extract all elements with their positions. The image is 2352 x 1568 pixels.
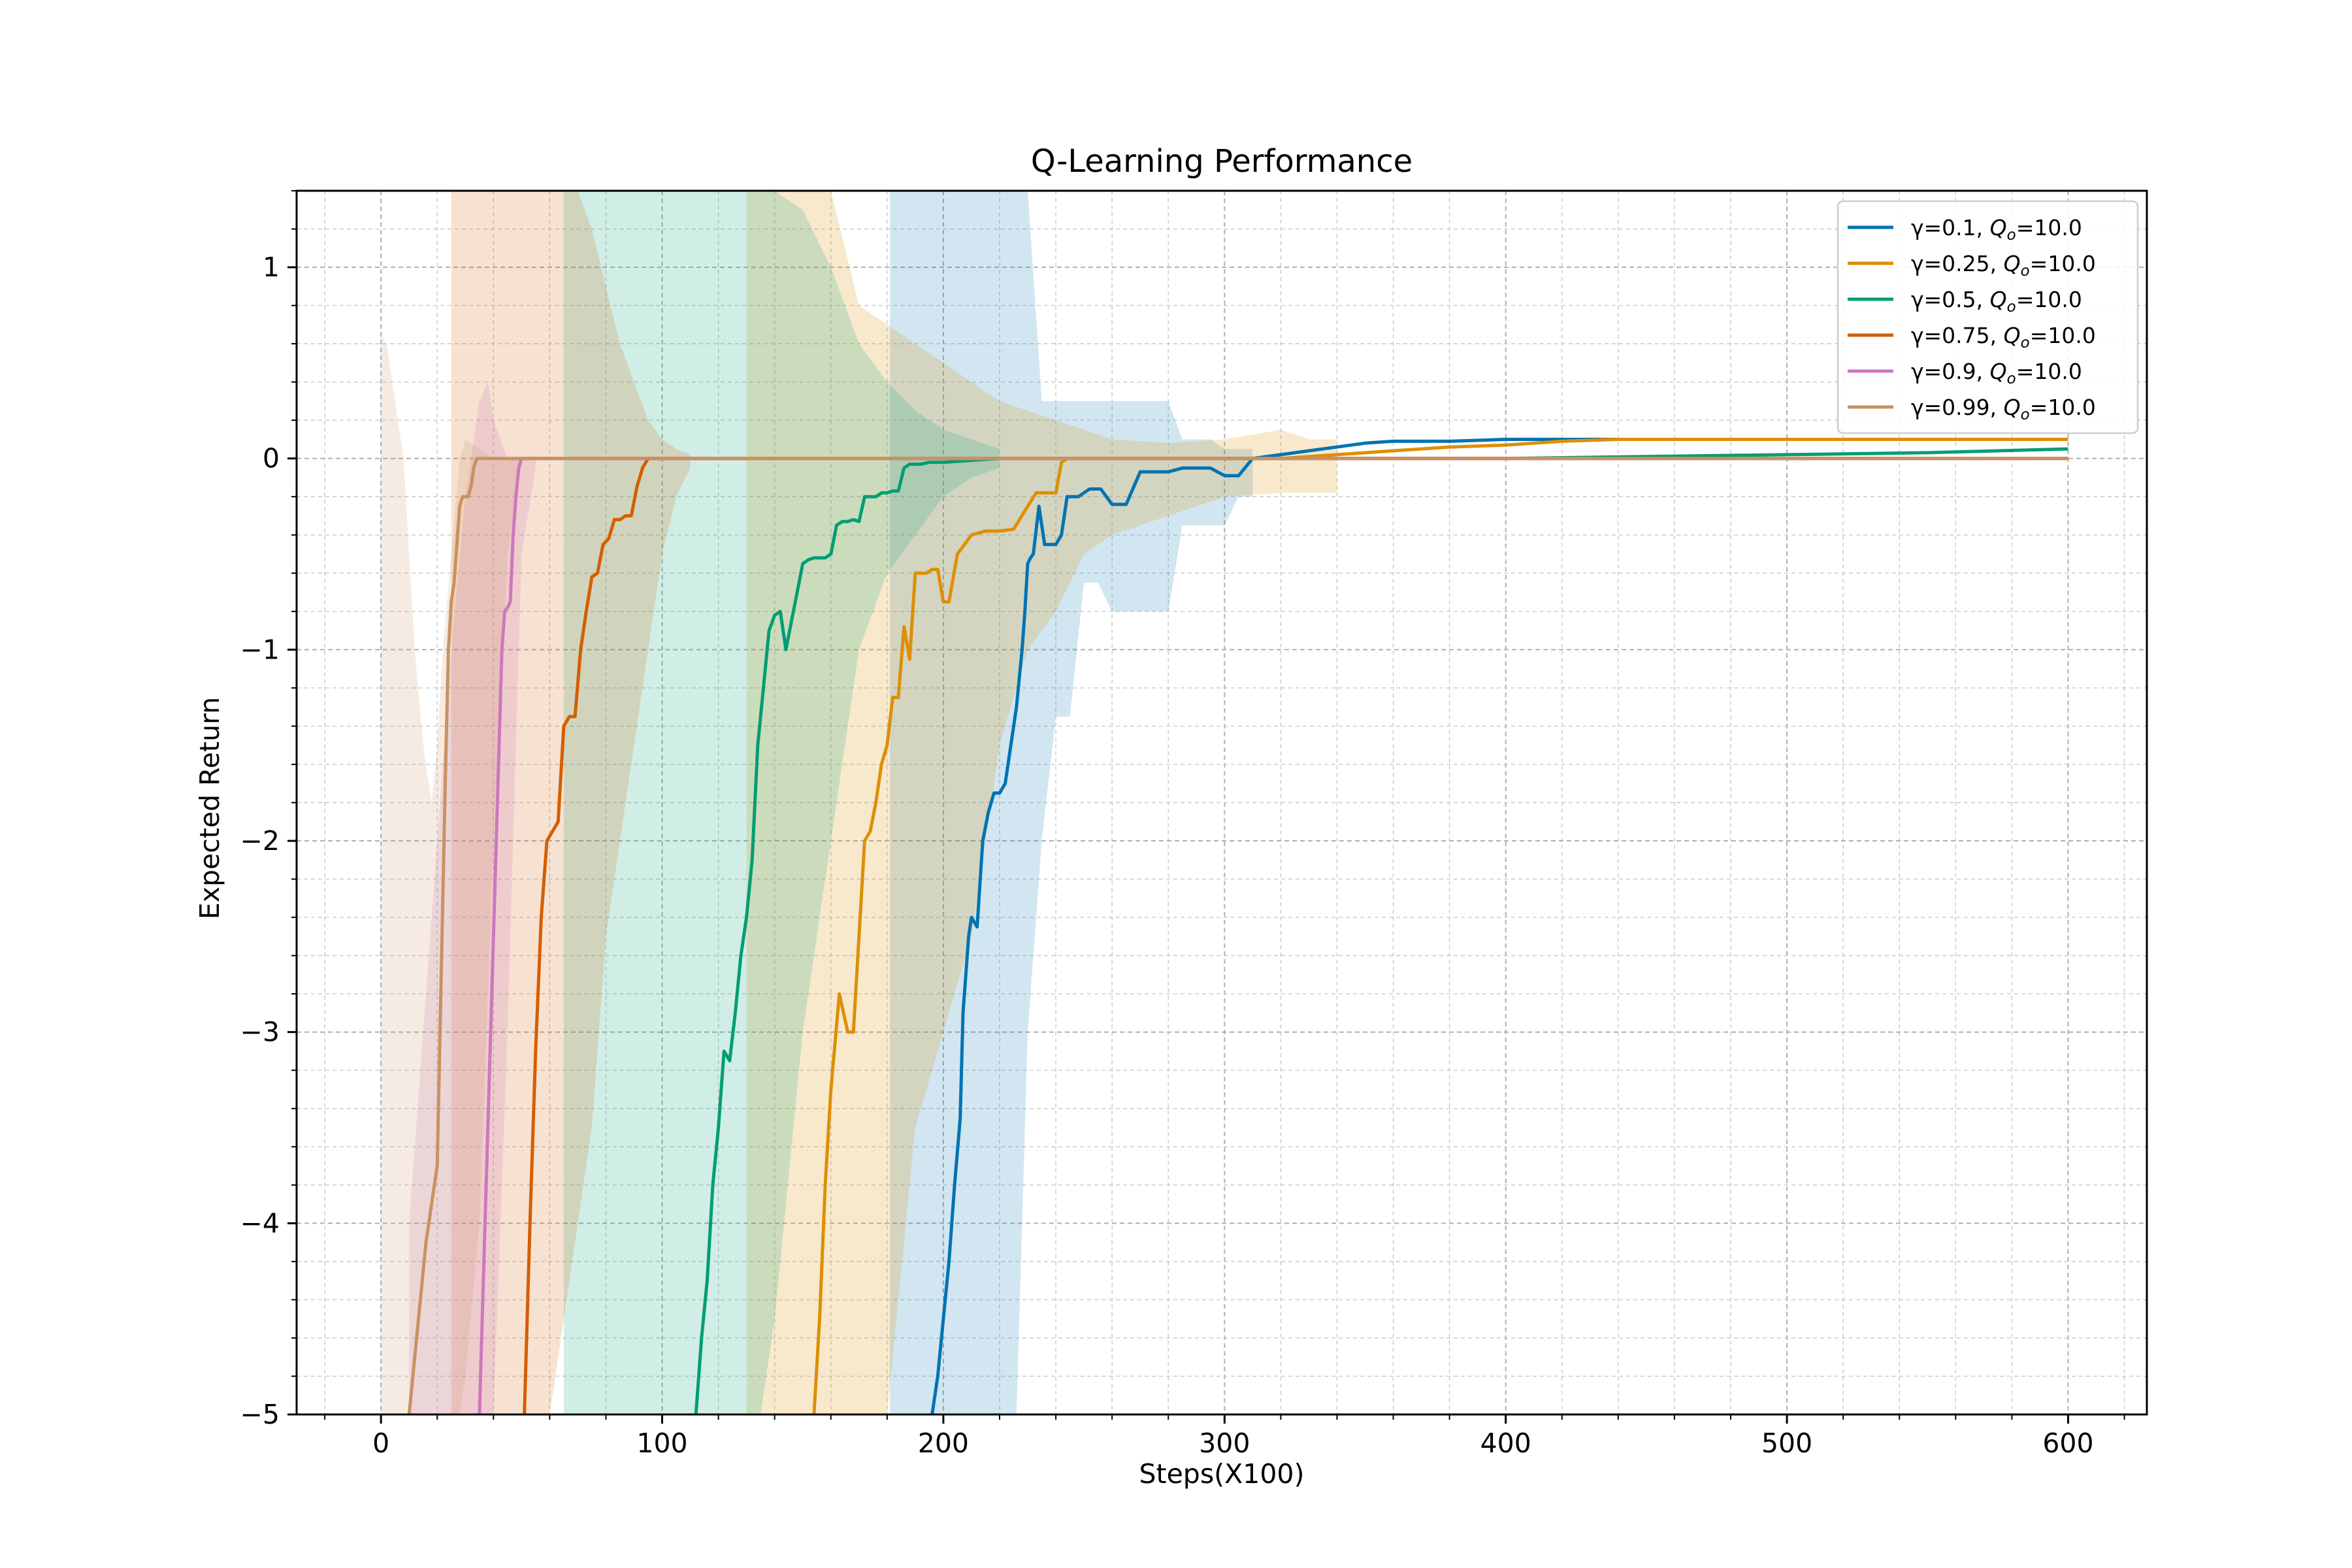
legend-label-gamma: γ=0.9, [1911, 359, 1990, 384]
legend-label-value: =10.0 [2016, 359, 2082, 384]
x-tick-label: 400 [1480, 1428, 1531, 1459]
legend-label-value: =10.0 [2030, 395, 2096, 420]
x-tick-label: 600 [2042, 1428, 2093, 1459]
legend-label-value: =10.0 [2016, 215, 2082, 240]
axis-ticks: 0 100 200 300 400 500 600 −5 −4 −3 −2 −1 0 1 [240, 190, 2125, 1459]
legend-label-subscript: o [2021, 335, 2030, 351]
confidence-band [563, 191, 1000, 1414]
legend-entry: γ=0.25, Qo=10.0 [1911, 251, 2096, 280]
legend-entry: γ=0.1, Qo=10.0 [1911, 215, 2082, 244]
legend-label-q: Q [2004, 395, 2021, 420]
legend-label-q: Q [1990, 287, 2007, 312]
y-tick-label: −4 [240, 1207, 280, 1239]
x-tick-label: 0 [372, 1428, 389, 1459]
legend-label-gamma: γ=0.25, [1911, 251, 2004, 276]
legend-label-value: =10.0 [2030, 251, 2096, 276]
legend-entry: γ=0.75, Qo=10.0 [1911, 323, 2096, 351]
legend-label-gamma: γ=0.5, [1911, 287, 1990, 312]
legend-label-q: Q [1990, 215, 2007, 240]
legend-box [1837, 200, 2139, 434]
legend-entry: γ=0.5, Qo=10.0 [1911, 287, 2082, 316]
legend-label-value: =10.0 [2016, 287, 2082, 312]
x-tick-label: 100 [636, 1428, 687, 1459]
series-line [812, 438, 2068, 1415]
y-tick-label: 1 [263, 252, 280, 283]
legend-label-q: Q [2004, 251, 2021, 276]
legend-label-subscript: o [2007, 227, 2016, 244]
y-tick-label: −5 [240, 1399, 280, 1430]
legend-entry: γ=0.9, Qo=10.0 [1911, 359, 2082, 387]
legend-label-gamma: γ=0.75, [1911, 323, 2004, 348]
legend-label-q: Q [1990, 359, 2007, 384]
legend-label-subscript: o [2007, 299, 2016, 316]
confidence-bands [381, 191, 1337, 1415]
y-tick-label: −1 [240, 634, 280, 665]
chart-title: Q-Learning Performance [1031, 143, 1413, 180]
confidence-band [381, 334, 522, 1414]
legend-label-subscript: o [2007, 370, 2016, 387]
x-tick-label: 300 [1199, 1428, 1250, 1459]
legend-label-subscript: o [2021, 263, 2030, 280]
confidence-band [890, 191, 1253, 1414]
y-axis-label: Expected Return [194, 697, 225, 919]
x-axis-label: Steps(X100) [1139, 1458, 1304, 1490]
confidence-band [746, 191, 1337, 1414]
x-tick-label: 200 [918, 1428, 969, 1459]
legend: γ=0.1, Qo=10.0γ=0.25, Qo=10.0γ=0.5, Qo=1… [1837, 200, 2139, 434]
confidence-band [451, 191, 691, 1414]
series-lines [407, 438, 2068, 1415]
legend-label-value: =10.0 [2030, 323, 2096, 348]
legend-label-q: Q [2004, 323, 2021, 348]
y-tick-label: −3 [240, 1017, 280, 1048]
y-tick-label: −2 [240, 825, 280, 857]
x-tick-label: 500 [1761, 1428, 1812, 1459]
legend-entry: γ=0.99, Qo=10.0 [1911, 395, 2096, 423]
legend-label-gamma: γ=0.1, [1911, 215, 1990, 240]
series-line [930, 438, 2068, 1415]
series-line [407, 457, 2068, 1415]
y-tick-label: 0 [263, 443, 280, 474]
legend-label-gamma: γ=0.99, [1911, 395, 2004, 420]
plot-frame [295, 189, 2148, 1416]
legend-label-subscript: o [2021, 406, 2030, 423]
